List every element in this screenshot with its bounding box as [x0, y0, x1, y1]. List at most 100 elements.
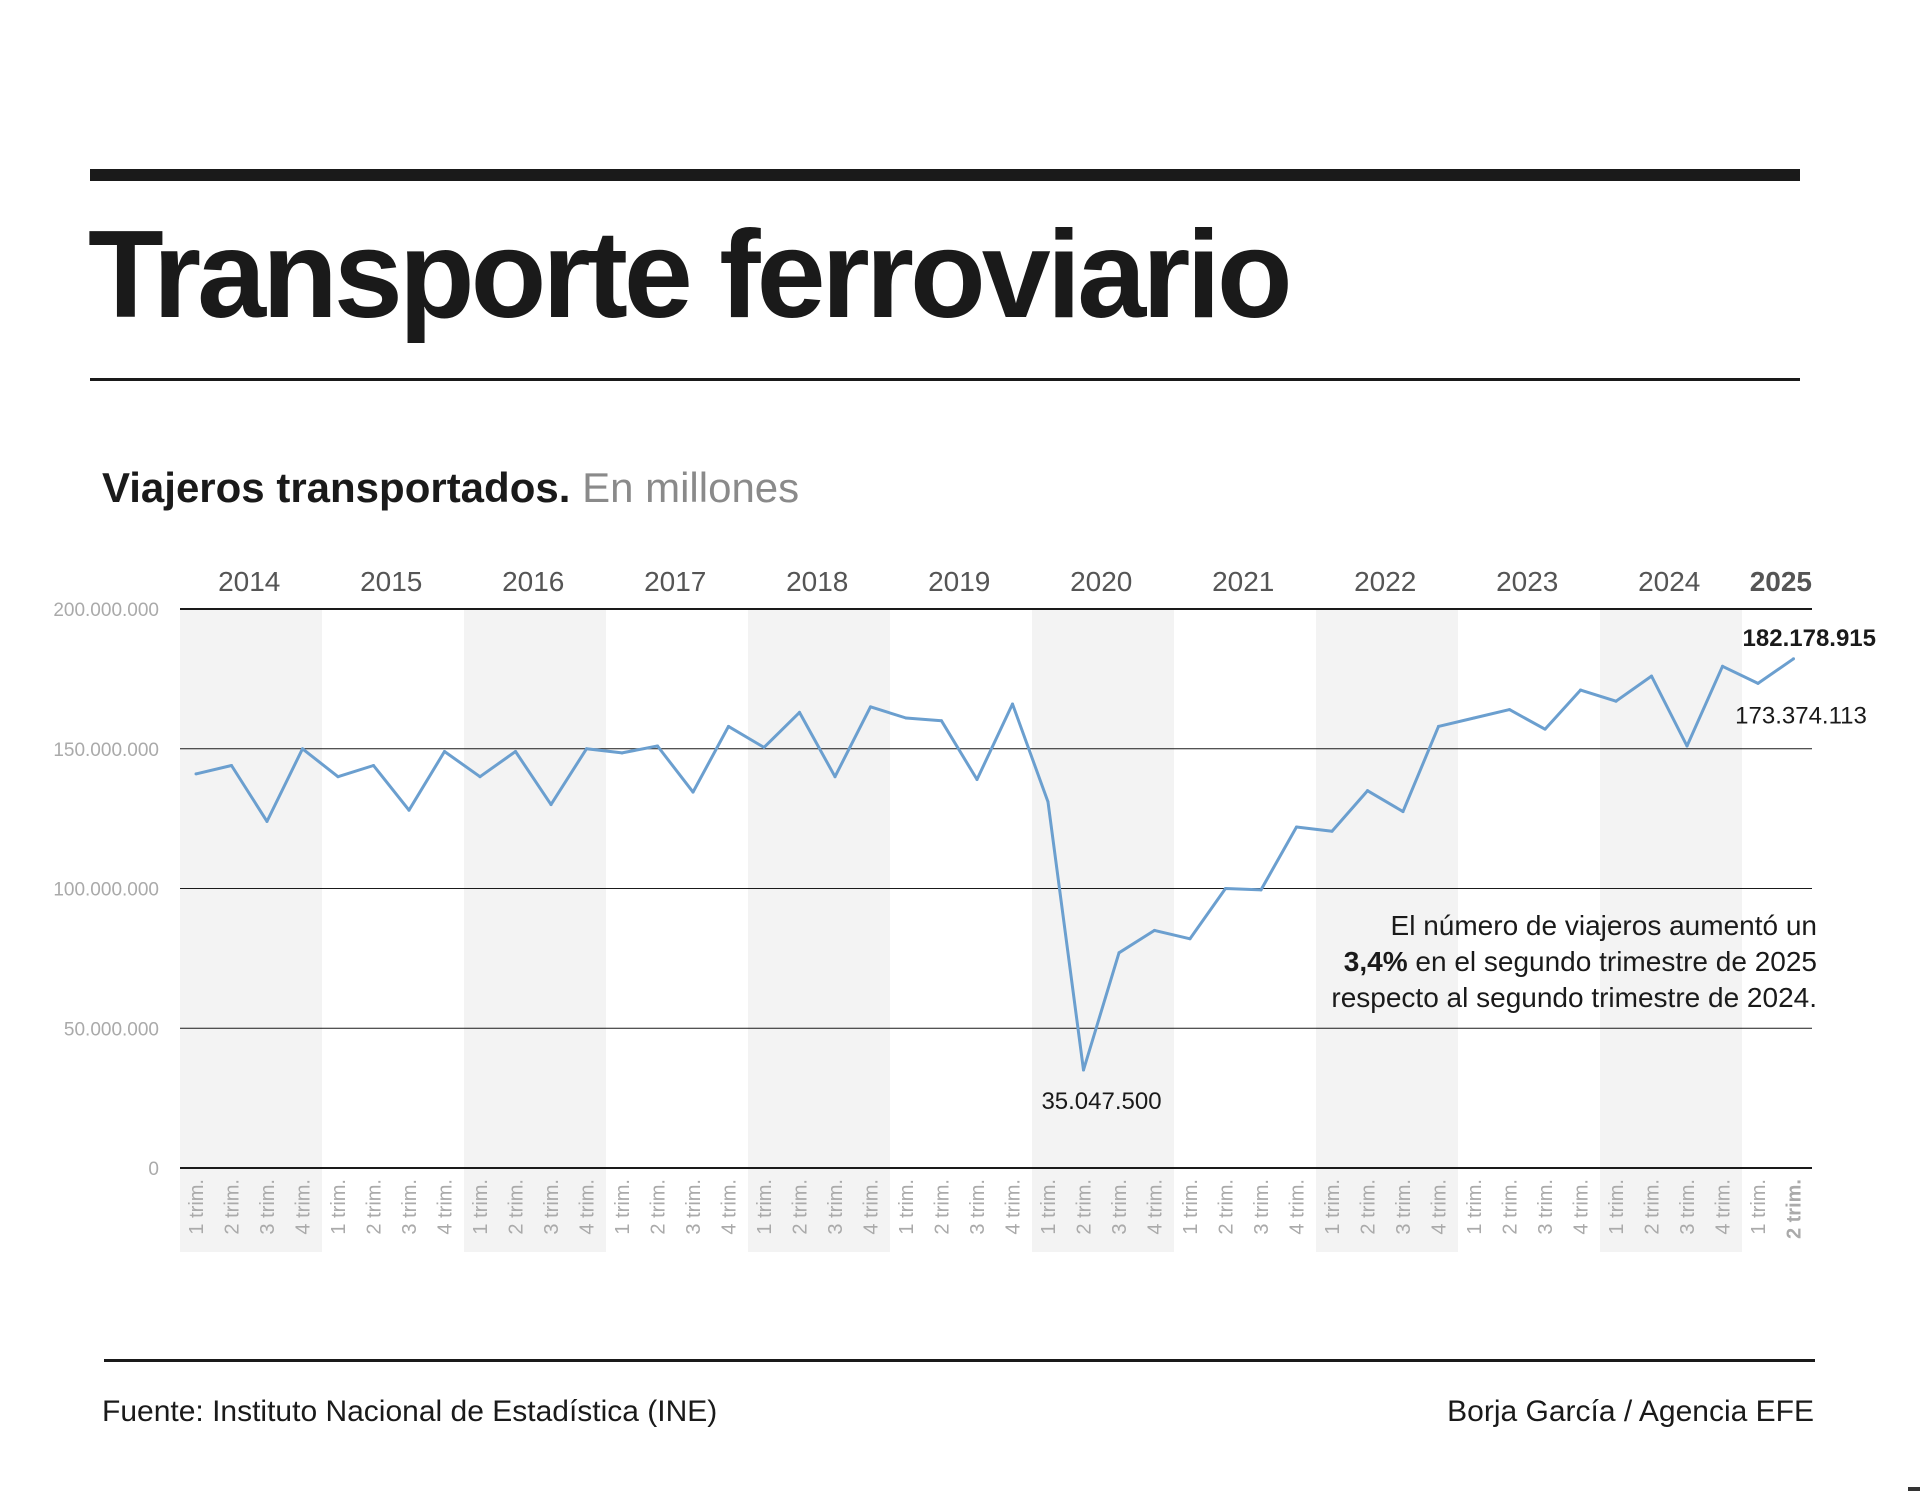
year-band	[464, 609, 606, 1252]
data-point	[1685, 744, 1689, 748]
x-tick-label: 3 trim.	[257, 1179, 279, 1235]
year-label: 2024	[1638, 566, 1700, 597]
data-point	[1330, 829, 1334, 833]
x-tick-label: 1 trim.	[1464, 1179, 1486, 1235]
year-label: 2020	[1070, 566, 1132, 597]
source-text: Fuente: Instituto Nacional de Estadístic…	[102, 1395, 718, 1428]
x-tick-label: 2 trim.	[932, 1179, 954, 1235]
note-line2: en el segundo trimestre de 2025	[1407, 946, 1817, 977]
data-point	[691, 790, 695, 794]
data-label: 182.178.915	[1743, 625, 1876, 652]
year-label: 2023	[1496, 566, 1558, 597]
data-point	[1011, 702, 1014, 706]
data-point	[1579, 688, 1582, 692]
year-label: 2014	[218, 566, 280, 597]
x-tick-label: 1 trim.	[1038, 1179, 1060, 1235]
data-point	[1188, 937, 1192, 941]
data-label: 35.047.500	[1041, 1088, 1161, 1115]
x-tick-label: 2 trim.	[1358, 1179, 1380, 1235]
data-point	[1224, 887, 1227, 890]
x-tick-label: 4 trim.	[435, 1179, 457, 1235]
data-point	[336, 775, 340, 779]
x-tick-label: 4 trim.	[293, 1179, 315, 1235]
data-point	[1472, 716, 1476, 720]
data-point	[869, 705, 872, 709]
data-point	[904, 716, 908, 720]
x-tick-label: 4 trim.	[861, 1179, 883, 1235]
x-tick-label: 3 trim.	[1393, 1179, 1415, 1235]
chart-subtitle-unit: En millones	[582, 464, 800, 511]
footer-rule	[104, 1359, 1815, 1362]
data-point	[585, 747, 588, 751]
chart-note: El número de viajeros aumentó un 3,4% en…	[1330, 908, 1817, 1016]
x-tick-label: 1 trim.	[328, 1179, 350, 1235]
data-point	[1153, 928, 1156, 932]
x-tick-label: 2 trim.	[1500, 1179, 1522, 1235]
data-point	[301, 747, 304, 751]
x-axis-labels: 1 trim. 2 trim. 3 trim. 4 trim. 1 trim. 2 tri…	[186, 1179, 1806, 1239]
year-label: 2019	[928, 566, 990, 597]
x-tick-label: 2 trim.	[1216, 1179, 1238, 1235]
x-tick-label: 4 trim.	[577, 1179, 599, 1235]
chart-subtitle: Viajeros transportados. En millones	[102, 462, 799, 514]
x-tick-label: 3 trim.	[541, 1179, 563, 1235]
data-point	[265, 819, 269, 823]
x-tick-label: 1 trim.	[1180, 1179, 1202, 1235]
x-tick-label: 2 trim.	[222, 1179, 244, 1235]
y-tick-label: 50.000.000	[64, 1019, 159, 1040]
x-tick-label: 4 trim.	[1429, 1179, 1451, 1235]
data-point	[798, 710, 801, 714]
x-tick-label: 4 trim.	[1713, 1179, 1735, 1235]
year-band	[748, 609, 890, 1252]
data-point	[1614, 699, 1618, 703]
year-label: 2022	[1354, 566, 1416, 597]
note-highlight: 3,4%	[1343, 946, 1408, 977]
data-point	[1082, 1068, 1085, 1072]
data-point	[514, 750, 517, 754]
data-label: 173.374.113	[1735, 702, 1867, 729]
y-tick-label: 0	[148, 1159, 159, 1180]
data-point	[833, 775, 837, 779]
year-label: 2021	[1212, 566, 1274, 597]
year-band	[180, 609, 322, 1252]
data-point	[1401, 810, 1405, 814]
x-tick-label: 1 trim.	[612, 1179, 634, 1235]
x-tick-label: 4 trim.	[1287, 1179, 1309, 1235]
data-point	[620, 751, 624, 755]
y-tick-label: 100.000.000	[53, 880, 159, 901]
data-point	[727, 724, 730, 728]
data-point	[549, 803, 553, 807]
y-tick-label: 150.000.000	[53, 740, 159, 761]
year-labels: 2014 2015 2016 2017 2018 2019 2020 2021 2022 2023…	[218, 566, 1812, 597]
x-tick-label: 1 trim.	[754, 1179, 776, 1235]
data-point	[194, 772, 198, 776]
line-chart: 0 50.000.000 100.000.000 150.000.000 200.000…	[53, 566, 1876, 1252]
x-tick-label: 3 trim.	[1535, 1179, 1557, 1235]
x-tick-label: 3 trim.	[399, 1179, 421, 1235]
x-tick-label: 1 trim.	[1606, 1179, 1628, 1235]
x-tick-label: 2 trim.	[648, 1179, 670, 1235]
x-tick-label: 2 trim.	[364, 1179, 386, 1235]
year-label: 2018	[786, 566, 848, 597]
chart-subtitle-main: Viajeros transportados.	[102, 464, 571, 511]
data-point	[1543, 727, 1547, 731]
x-tick-label: 4 trim.	[719, 1179, 741, 1235]
data-point	[656, 744, 659, 748]
year-label: 2025	[1750, 566, 1812, 597]
x-tick-label: 3 trim.	[1677, 1179, 1699, 1235]
annotations: 35.047.500 173.374.113 182.178.915	[1041, 625, 1876, 1115]
x-tick-label: 3 trim.	[825, 1179, 847, 1235]
year-label: 2017	[644, 566, 706, 597]
x-tick-label: 1 trim.	[1322, 1179, 1344, 1235]
credit-text: Borja García / Agencia EFE	[1447, 1395, 1814, 1428]
data-point	[478, 775, 482, 779]
data-point	[443, 750, 446, 754]
y-axis-ticks: 0 50.000.000 100.000.000 150.000.000 200.000…	[53, 600, 159, 1180]
x-tick-label: 4 trim.	[1571, 1179, 1593, 1235]
x-tick-label: 1 trim.	[186, 1179, 208, 1235]
y-tick-label: 200.000.000	[53, 600, 159, 621]
x-tick-label: 2 trim.	[1642, 1179, 1664, 1235]
x-tick-label: 1 trim.	[470, 1179, 492, 1235]
data-point	[1259, 888, 1263, 892]
data-point	[1650, 674, 1653, 678]
